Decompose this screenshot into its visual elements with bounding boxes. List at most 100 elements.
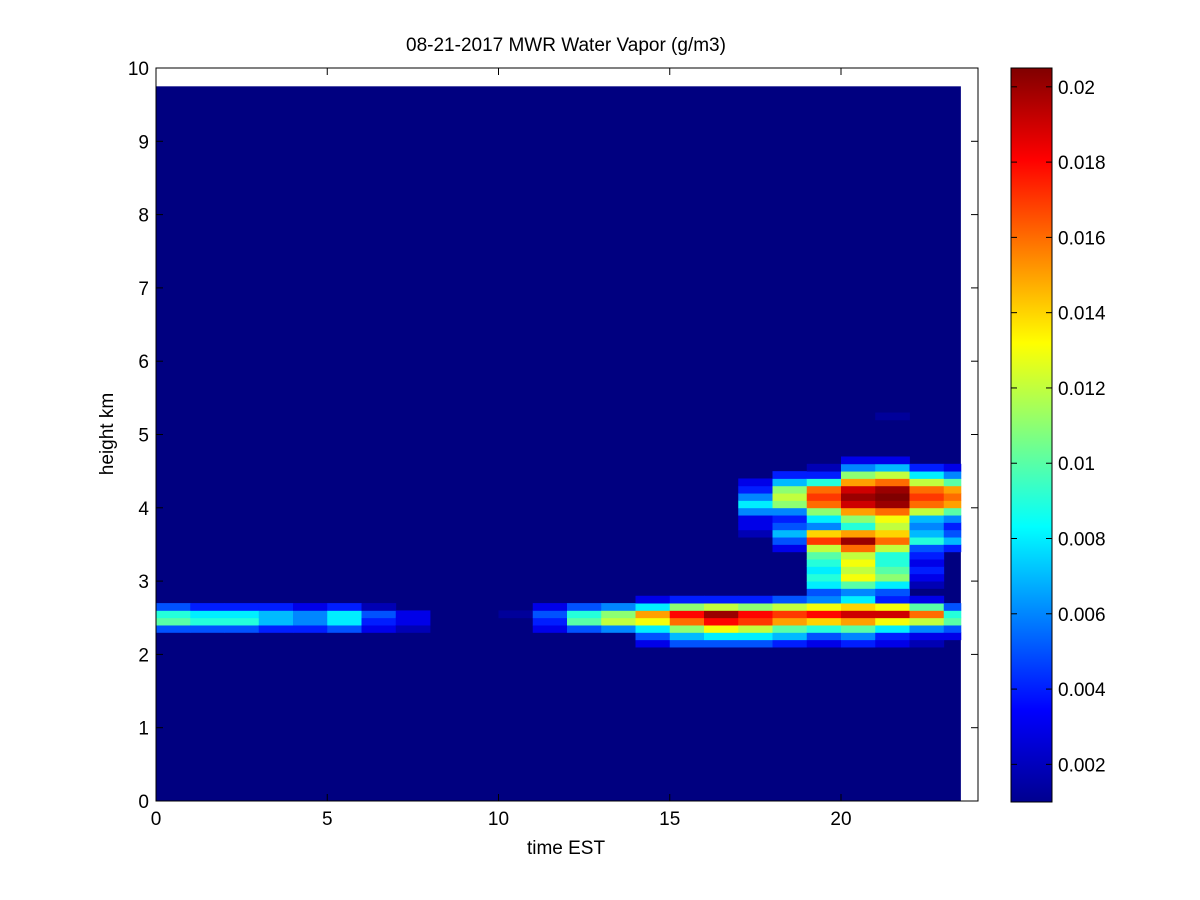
heatmap-cell [806, 515, 842, 523]
heatmap-cell [156, 603, 191, 611]
heatmap-cell [327, 617, 362, 626]
heatmap-cell [669, 603, 705, 611]
colorbar-tick-label: 0.002 [1058, 755, 1106, 776]
heatmap-cell [601, 617, 636, 626]
y-tick-label: 2 [138, 645, 149, 666]
heatmap-cell [738, 493, 773, 501]
heatmap-cell [772, 478, 808, 487]
colorbar-tick-label: 0.01 [1058, 454, 1095, 475]
heatmap-cell [875, 595, 910, 604]
heatmap-cell [875, 639, 910, 648]
heatmap-cell [772, 515, 808, 523]
heatmap-cell [875, 485, 910, 494]
heatmap-cell [738, 632, 773, 641]
heatmap-cell [806, 507, 842, 516]
heatmap-cell [806, 485, 842, 494]
heatmap-cell [738, 603, 773, 611]
y-tick-label: 0 [138, 792, 149, 813]
heatmap-cell [909, 625, 945, 633]
heatmap-cell [909, 471, 945, 479]
heatmap-cell [669, 632, 705, 641]
heatmap-cell [635, 625, 671, 633]
heatmap-cell [909, 537, 945, 545]
heatmap-cell [943, 610, 962, 619]
y-axis-label: height km [97, 393, 118, 475]
heatmap-cell [738, 617, 773, 626]
heatmap-cell [772, 522, 808, 531]
heatmap-cell [909, 617, 945, 626]
heatmap-cell [738, 610, 773, 619]
heatmap-cell [635, 603, 671, 611]
heatmap-cell [909, 581, 945, 589]
heatmap-cell [395, 625, 431, 633]
heatmap-cell [909, 522, 945, 531]
heatmap-cell [738, 595, 773, 604]
heatmap-cell [909, 478, 945, 487]
heatmap-cell [704, 632, 739, 641]
heatmap-cell [601, 603, 636, 611]
heatmap-cell [841, 529, 876, 538]
heatmap-cell [909, 507, 945, 516]
heatmap-cell [772, 537, 808, 545]
heatmap-cell [258, 603, 294, 611]
heatmap-cell [806, 588, 842, 597]
heatmap-cell [772, 610, 808, 619]
heatmap-cell [909, 493, 945, 501]
heatmap-cell [327, 603, 362, 611]
colorbar-tick-label: 0.008 [1058, 530, 1106, 551]
x-tick-label: 5 [322, 809, 333, 830]
heatmap-cell [156, 625, 191, 633]
heatmap-cell [806, 559, 842, 567]
heatmap-cell [669, 625, 705, 633]
heatmap-cell [909, 610, 945, 619]
heatmap-cell [327, 610, 362, 619]
x-tick-label: 10 [488, 809, 509, 830]
heatmap-cell [224, 625, 260, 633]
x-tick-label: 0 [151, 809, 162, 830]
heatmap-cell [909, 544, 945, 553]
heatmap-cell [601, 625, 636, 633]
heatmap-cell [704, 617, 739, 626]
heatmap-cell [806, 581, 842, 589]
colorbar-ticks: 0.002 0.004 0.006 0.008 0.01 0.012 0.014 0.016 0… [1011, 78, 1106, 776]
heatmap-cell [841, 581, 876, 589]
heatmap-cell [806, 463, 842, 472]
colorbar-gradient [1010, 67, 1053, 803]
plot-area: 0 5 10 15 20 0 1 2 3 4 5 6 7 8 9 10 [128, 59, 979, 830]
heatmap-cell [875, 515, 910, 523]
y-tick-label: 5 [138, 426, 149, 447]
heatmap-cell [841, 507, 876, 516]
heatmap-cell [224, 603, 260, 611]
heatmap-cell [943, 632, 962, 641]
heatmap-cell [875, 412, 910, 421]
heatmap-cell [224, 617, 260, 626]
y-tick-label: 6 [138, 352, 149, 373]
heatmap-cell [909, 639, 945, 648]
heatmap-cell [806, 573, 842, 582]
heatmap-cell [567, 625, 602, 633]
y-tick-label: 8 [138, 206, 149, 227]
heatmap-cell [841, 522, 876, 531]
y-tick-label: 9 [138, 132, 149, 153]
heatmap-cell [875, 471, 910, 479]
heatmap-cell [532, 603, 568, 611]
heatmap-cell [806, 617, 842, 626]
heatmap-cell [841, 632, 876, 641]
heatmap-cell [772, 507, 808, 516]
heatmap-cell [875, 544, 910, 553]
heatmap-cell [704, 595, 739, 604]
heatmap-cell [395, 617, 431, 626]
heatmap-cell [704, 610, 739, 619]
heatmap-cell [875, 603, 910, 611]
heatmap-cell [258, 610, 294, 619]
y-tick-label: 10 [128, 59, 149, 80]
heatmap-cell [841, 610, 876, 619]
heatmap-cell [806, 478, 842, 487]
heatmap-cell [772, 639, 808, 648]
heatmap-cell [841, 500, 876, 509]
heatmap-cell [772, 529, 808, 538]
heatmap-cell [909, 595, 945, 604]
heatmap-cell [772, 500, 808, 509]
colorbar: 0.002 0.004 0.006 0.008 0.01 0.012 0.014 0.016 0… [1010, 67, 1106, 803]
heatmap-cell [943, 507, 962, 516]
